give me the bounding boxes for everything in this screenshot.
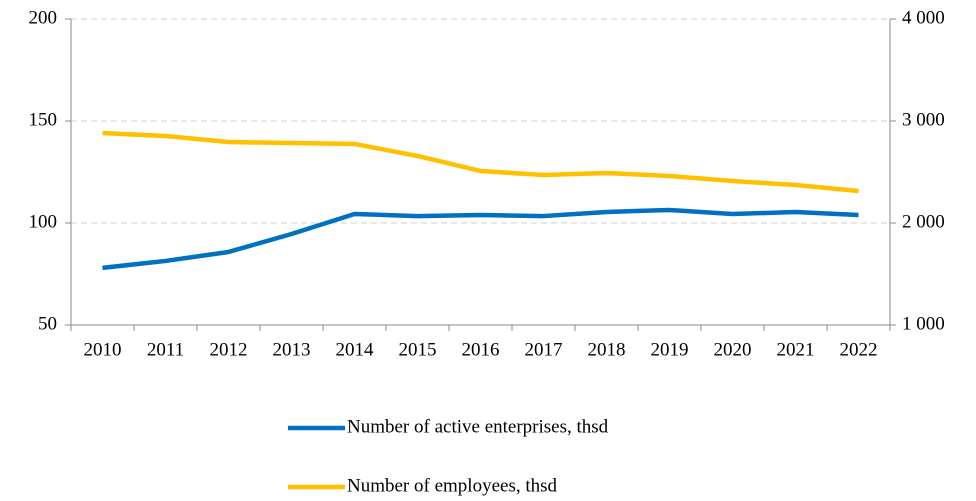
y2-tick-label: 4 000 <box>902 7 945 28</box>
series-line <box>102 207 859 271</box>
x-tick-label: 2018 <box>588 339 626 360</box>
x-tick-label: 2013 <box>273 339 311 360</box>
x-tick-label: 2019 <box>651 339 689 360</box>
series-line <box>102 130 859 194</box>
x-tick-label: 2014 <box>336 339 375 360</box>
x-tick-label: 2020 <box>714 339 752 360</box>
x-tick-label: 2015 <box>399 339 437 360</box>
legend-label: Number of active enterprises, thsd <box>347 416 609 437</box>
x-tick-label: 2021 <box>777 339 815 360</box>
x-tick-label: 2010 <box>84 339 122 360</box>
x-tick-label: 2016 <box>462 339 500 360</box>
y-tick-label: 50 <box>38 313 57 334</box>
x-tick-label: 2011 <box>147 339 184 360</box>
x-tick-label: 2022 <box>840 339 878 360</box>
y2-tick-label: 3 000 <box>902 109 945 130</box>
x-tick-label: 2012 <box>210 339 248 360</box>
y2-tick-label: 2 000 <box>902 211 945 232</box>
y-tick-label: 100 <box>29 211 58 232</box>
y-tick-label: 200 <box>29 7 58 28</box>
legend-label: Number of employees, thsd <box>347 475 558 496</box>
x-tick-label: 2017 <box>525 339 563 360</box>
y-tick-label: 150 <box>29 109 58 130</box>
y2-tick-label: 1 000 <box>902 313 945 334</box>
